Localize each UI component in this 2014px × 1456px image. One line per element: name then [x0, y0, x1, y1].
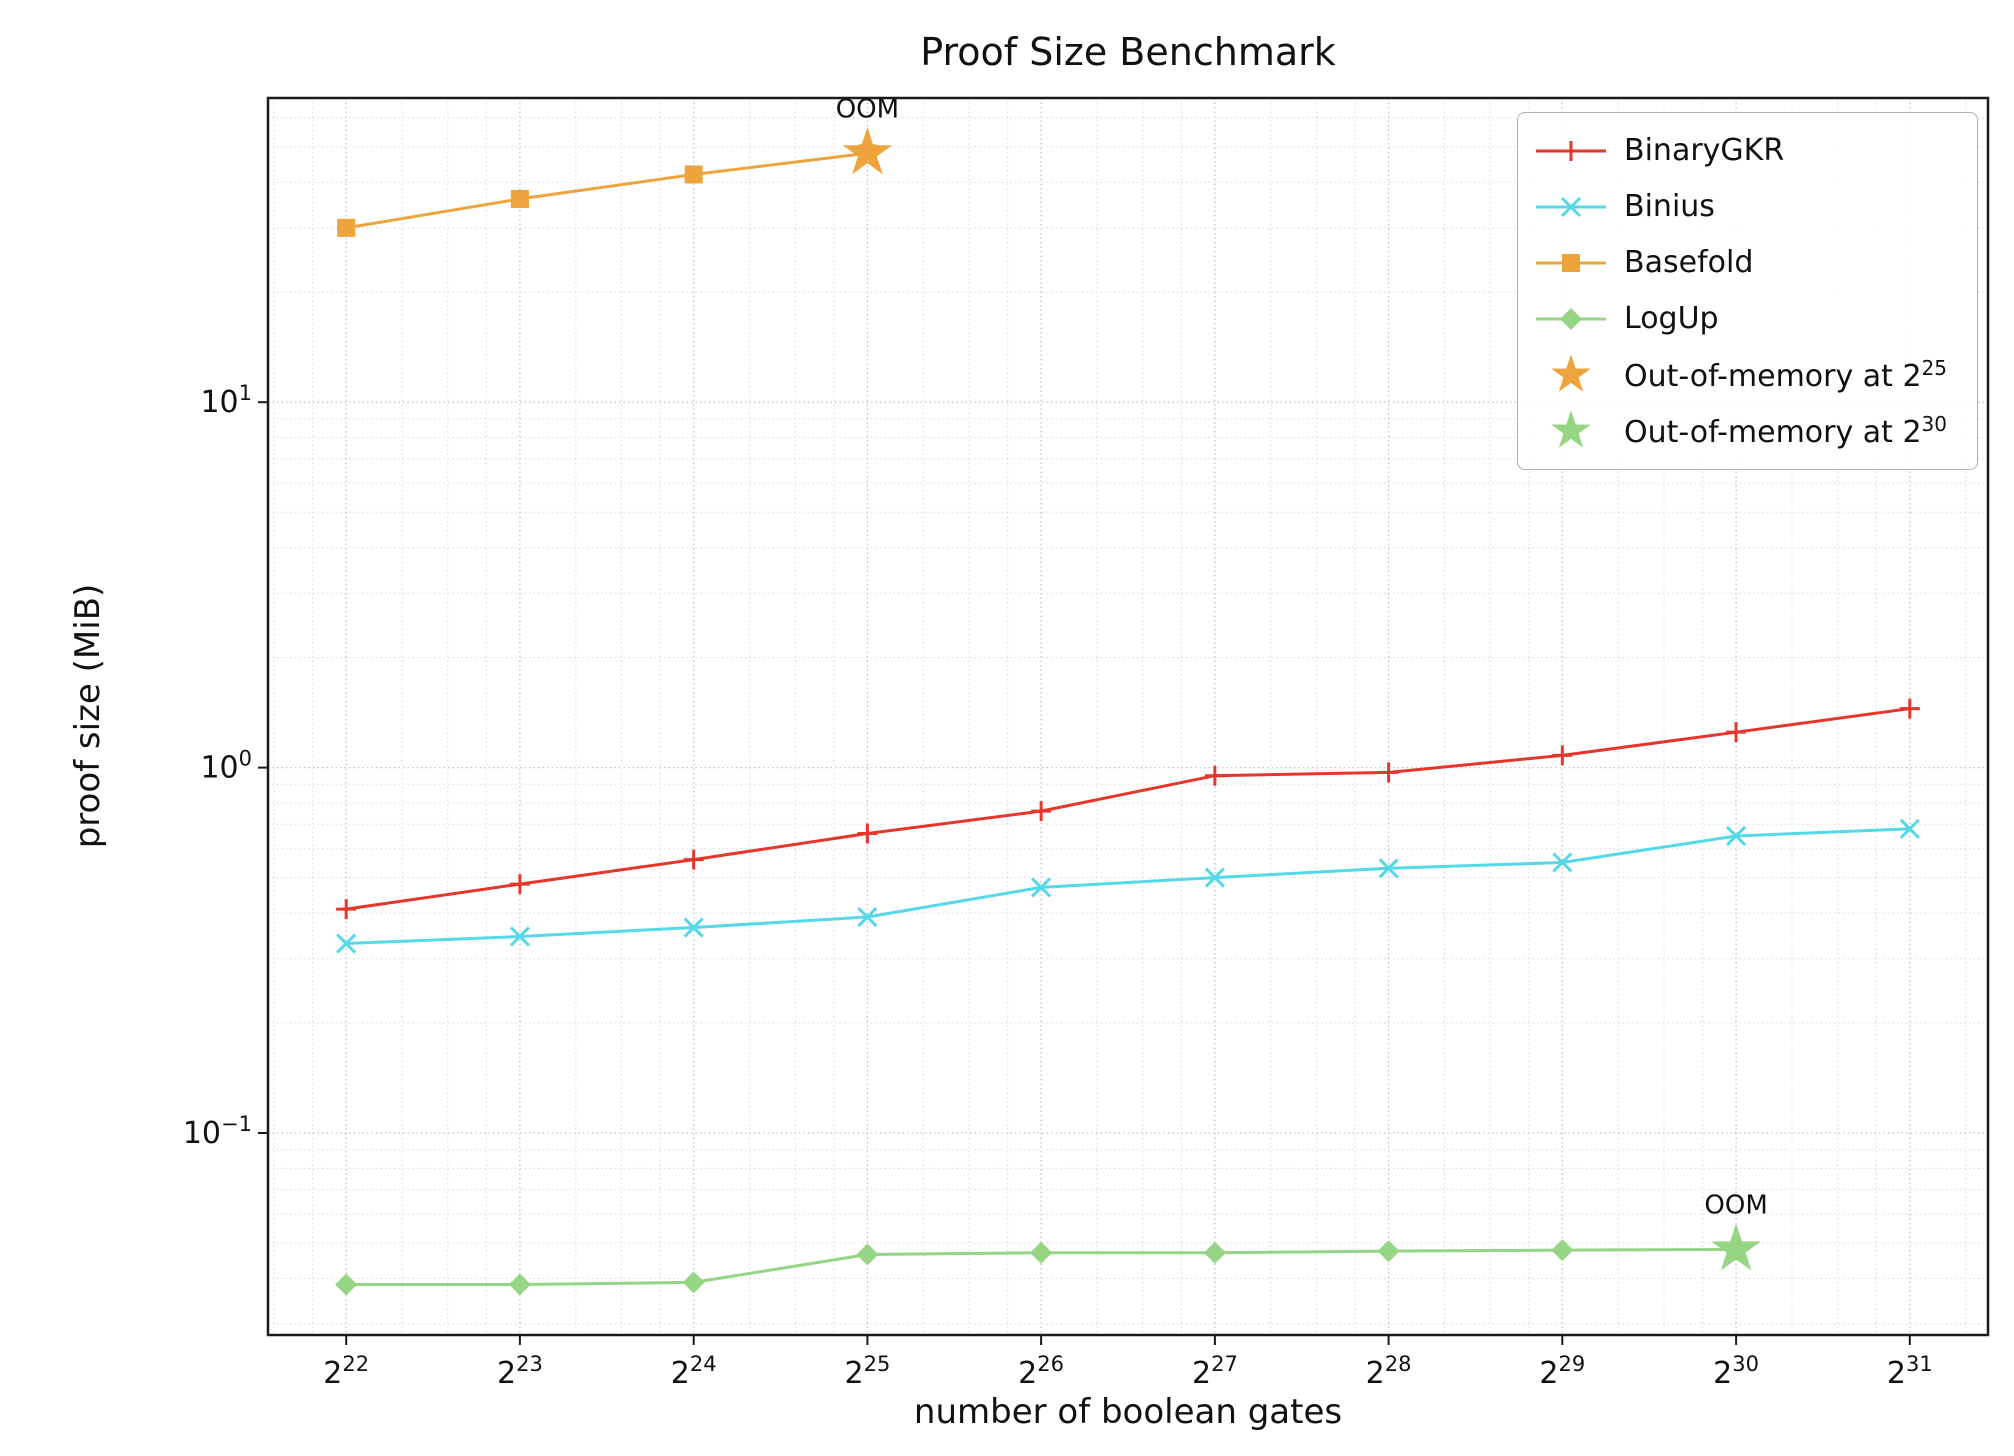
series-marker-binius — [509, 926, 530, 947]
series-marker-binarygkr — [1204, 765, 1225, 786]
series-marker-binius — [1899, 818, 1920, 839]
series-marker-logup — [1030, 1241, 1053, 1264]
legend-item-out-of-memory-at-225: Out-of-memory at 225 — [1534, 351, 1947, 399]
series-marker-binarygkr — [336, 899, 357, 920]
x-tick-label: 228 — [1366, 1352, 1412, 1391]
legend-label: LogUp — [1624, 301, 1719, 336]
legend-label: Out-of-memory at 230 — [1624, 412, 1947, 450]
series-marker-logup — [335, 1273, 358, 1296]
series-marker-binius — [1031, 877, 1052, 898]
series-marker-logup — [508, 1273, 531, 1296]
legend-item-binarygkr: BinaryGKR — [1534, 127, 1947, 175]
x-axis-label: number of boolean gates — [913, 1392, 1343, 1432]
plus-icon — [1536, 141, 1607, 161]
y-tick-label: 10−1 — [183, 1112, 252, 1151]
series-marker-binius — [683, 917, 704, 938]
series-marker-binius — [1726, 825, 1747, 847]
series-marker-logup — [1377, 1240, 1400, 1263]
series-marker-binarygkr — [857, 823, 878, 844]
chart-title: Proof Size Benchmark — [920, 30, 1336, 74]
diamond-icon — [1536, 308, 1607, 330]
series-marker-binius — [857, 906, 878, 928]
axes-frame — [266, 96, 1990, 1337]
series-marker-binius — [336, 933, 357, 954]
x-tick-label: 227 — [1192, 1352, 1238, 1391]
x-tick-label: 226 — [1018, 1352, 1064, 1391]
legend-item-logup: LogUp — [1534, 295, 1947, 343]
legend-x-marker — [1560, 196, 1582, 218]
series-marker-binarygkr — [509, 874, 530, 895]
legend: BinaryGKR Binius Basefold LogUp Out-of-memor… — [1517, 112, 1978, 470]
x-tick-label: 224 — [671, 1352, 717, 1391]
x-tick-label: 230 — [1713, 1352, 1759, 1391]
legend-label: Binius — [1624, 189, 1715, 224]
x-tick-label: 225 — [844, 1352, 890, 1391]
star-icon — [1551, 411, 1591, 448]
star-icon — [1551, 355, 1591, 392]
legend-square-marker — [1562, 254, 1581, 272]
series-marker-logup — [1203, 1241, 1226, 1264]
series-marker-binarygkr — [1726, 722, 1747, 743]
series-marker-logup — [682, 1271, 705, 1294]
legend-plus-marker — [1561, 141, 1582, 161]
x-tick-label: 222 — [323, 1352, 369, 1391]
y-tick-label: 101 — [200, 381, 252, 420]
x-tick-label: 229 — [1539, 1352, 1585, 1391]
series-marker-binarygkr — [1552, 745, 1573, 766]
series-marker-basefold — [337, 218, 356, 237]
series-marker-basefold — [510, 189, 529, 208]
series-line-binarygkr — [345, 707, 1911, 911]
legend-label: BinaryGKR — [1624, 133, 1785, 168]
oom-label: OOM — [836, 94, 899, 124]
oom-label: OOM — [1704, 1191, 1767, 1221]
x-icon — [1536, 196, 1607, 218]
series-marker-binius — [1378, 858, 1399, 879]
square-icon — [1536, 254, 1607, 272]
x-tick-label: 231 — [1887, 1352, 1933, 1391]
series-marker-binarygkr — [1031, 801, 1052, 822]
legend-item-binius: Binius — [1534, 183, 1947, 231]
legend-item-basefold: Basefold — [1534, 239, 1947, 287]
legend-star-marker — [1551, 411, 1591, 448]
legend-item-out-of-memory-at-230: Out-of-memory at 230 — [1534, 407, 1947, 455]
series-marker-binius — [1552, 852, 1573, 873]
series-marker-basefold — [684, 165, 703, 184]
series-marker-binarygkr — [683, 849, 704, 870]
series-marker-logup — [1551, 1239, 1574, 1262]
y-tick-label: 100 — [200, 747, 252, 786]
x-tick-label: 223 — [497, 1352, 543, 1391]
legend-star-marker — [1551, 355, 1591, 392]
oom-star — [842, 127, 893, 175]
series-marker-binius — [1204, 867, 1225, 888]
legend-label: Out-of-memory at 225 — [1624, 356, 1947, 394]
series-line-binius — [346, 827, 1910, 945]
legend-label: Basefold — [1624, 245, 1754, 280]
series-marker-binarygkr — [1899, 698, 1920, 719]
series-marker-logup — [856, 1243, 879, 1266]
series-line-basefold — [345, 151, 868, 230]
legend-diamond-marker — [1560, 308, 1583, 330]
oom-star — [1711, 1223, 1761, 1271]
series-marker-binarygkr — [1378, 762, 1399, 783]
y-axis-label: proof size (MiB) — [68, 583, 108, 849]
